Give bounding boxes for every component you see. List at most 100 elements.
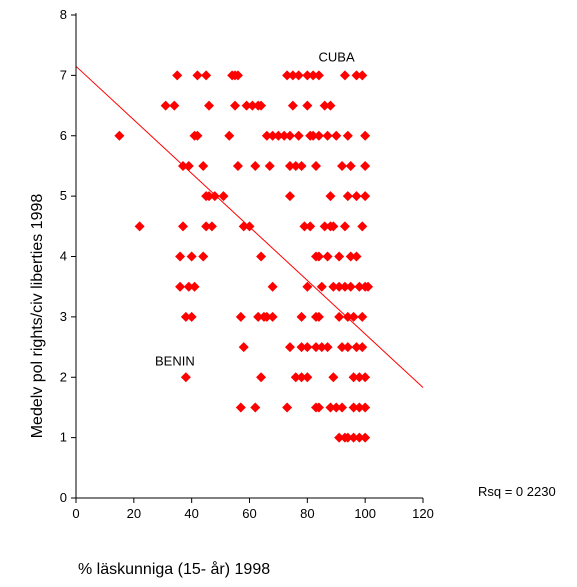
data-point [345, 251, 356, 262]
data-point [348, 402, 359, 413]
y-tick-label: 0 [60, 490, 67, 505]
data-point [186, 311, 197, 322]
data-point [348, 432, 359, 443]
annotation-cuba: CUBA [319, 49, 355, 64]
data-point [302, 372, 313, 383]
data-point [342, 342, 353, 353]
data-point [325, 402, 336, 413]
data-point [360, 160, 371, 171]
y-tick-label: 2 [60, 369, 67, 384]
y-tick-label: 3 [60, 309, 67, 324]
data-point [253, 311, 264, 322]
data-point [342, 432, 353, 443]
data-point [339, 70, 350, 81]
data-point [232, 70, 243, 81]
data-point [172, 70, 183, 81]
data-point [235, 402, 246, 413]
data-point [296, 311, 307, 322]
data-point [319, 100, 330, 111]
data-point [334, 281, 345, 292]
data-point [311, 160, 322, 171]
data-point [284, 130, 295, 141]
data-point [267, 130, 278, 141]
data-point [363, 281, 374, 292]
data-point [351, 342, 362, 353]
data-point [345, 281, 356, 292]
data-point [296, 160, 307, 171]
data-point [250, 160, 261, 171]
data-point [319, 221, 330, 232]
data-point [348, 372, 359, 383]
data-point [232, 160, 243, 171]
data-point [328, 281, 339, 292]
data-point [302, 281, 313, 292]
data-point [169, 100, 180, 111]
data-point [351, 251, 362, 262]
data-point [189, 281, 200, 292]
data-point [351, 70, 362, 81]
data-point [299, 221, 310, 232]
y-tick-label: 7 [60, 67, 67, 82]
data-point [308, 130, 319, 141]
data-point [302, 100, 313, 111]
x-tick-label: 100 [354, 506, 376, 521]
data-point [337, 160, 348, 171]
data-point [354, 402, 365, 413]
data-point [331, 402, 342, 413]
data-point [360, 191, 371, 202]
data-point [287, 100, 298, 111]
data-point [201, 70, 212, 81]
data-point [354, 281, 365, 292]
data-point [354, 372, 365, 383]
data-point [334, 432, 345, 443]
data-point [279, 130, 290, 141]
data-point [293, 130, 304, 141]
data-point [201, 221, 212, 232]
data-point [183, 281, 194, 292]
data-point [284, 160, 295, 171]
data-point [360, 402, 371, 413]
data-point [273, 130, 284, 141]
data-point [302, 70, 313, 81]
data-point [192, 70, 203, 81]
data-point [284, 342, 295, 353]
x-tick-label: 60 [242, 506, 256, 521]
data-point [360, 372, 371, 383]
data-point [348, 311, 359, 322]
data-point [305, 221, 316, 232]
data-point [313, 311, 324, 322]
data-point [256, 100, 267, 111]
data-point [293, 70, 304, 81]
x-axis-title: % läskunniga (15- år) 1998 [78, 560, 270, 578]
data-point [244, 221, 255, 232]
data-point [198, 160, 209, 171]
x-tick-label: 0 [72, 506, 79, 521]
data-point [238, 342, 249, 353]
data-point [218, 191, 229, 202]
data-point [357, 221, 368, 232]
data-point [267, 311, 278, 322]
data-point [313, 70, 324, 81]
data-point [247, 100, 258, 111]
data-point [282, 402, 293, 413]
data-point [334, 311, 345, 322]
data-point [342, 191, 353, 202]
data-point [302, 342, 313, 353]
data-point [316, 342, 327, 353]
data-point [313, 130, 324, 141]
data-point [339, 281, 350, 292]
data-point [209, 191, 220, 202]
data-point [160, 100, 171, 111]
data-point [360, 432, 371, 443]
y-axis-title: Medelv pol rights/civ liberties 1998 [29, 194, 46, 439]
data-point [313, 402, 324, 413]
data-point [261, 311, 272, 322]
data-point [296, 372, 307, 383]
data-point [114, 130, 125, 141]
y-tick-label: 8 [60, 7, 67, 22]
data-point [322, 251, 333, 262]
data-point [351, 191, 362, 202]
data-point [175, 281, 186, 292]
data-point [235, 311, 246, 322]
